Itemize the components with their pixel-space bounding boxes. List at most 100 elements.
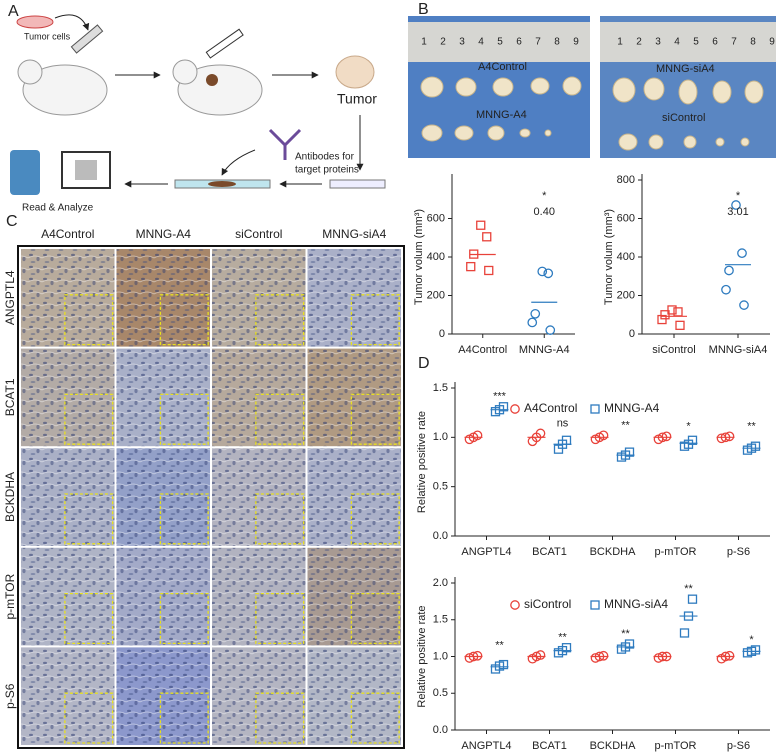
y-tick-label: 200	[427, 289, 445, 301]
annotation: *	[736, 190, 741, 202]
significance: ***	[493, 391, 507, 403]
ihc-texture	[21, 348, 115, 447]
data-point	[590, 404, 600, 414]
row-label: BCAT1	[3, 378, 17, 416]
data-point	[667, 305, 677, 315]
y-tick-label: 1.0	[433, 650, 448, 662]
data-point	[484, 265, 494, 276]
y-tick-label: 600	[427, 212, 445, 224]
x-tick-label: MNNG-A4	[519, 344, 570, 356]
ihc-texture	[116, 547, 210, 646]
data-point	[598, 430, 609, 441]
dish	[16, 15, 54, 29]
ruler-number: 1	[617, 37, 623, 48]
ihc-texture	[212, 348, 306, 447]
data-point	[472, 650, 483, 661]
row-label: BCKDHA	[3, 472, 17, 522]
x-tick-label: A4Control	[458, 344, 507, 356]
mouse	[172, 59, 198, 85]
schematic-label: target proteins	[295, 165, 359, 176]
ihc-texture	[212, 249, 306, 347]
y-tick-label: 0	[439, 328, 445, 340]
inset-box	[64, 294, 114, 346]
ihc-texture	[21, 647, 115, 745]
ruler-number: 3	[459, 37, 465, 48]
y-axis-label: Relative positive rate	[416, 605, 428, 707]
significance: **	[684, 583, 693, 595]
x-tick-label: p-S6	[727, 740, 750, 752]
ruler-number: 3	[655, 37, 661, 48]
y-tick-label: 1.5	[433, 614, 448, 626]
data-point	[466, 261, 476, 272]
screen	[75, 160, 97, 180]
section	[208, 181, 236, 187]
inset-box	[255, 294, 305, 346]
legend-label: A4Control	[524, 401, 577, 415]
x-tick-label: BCAT1	[532, 740, 567, 752]
data-point	[527, 317, 538, 328]
tumor-photos: A4Control MNNG-A4 MNNG-siA4 siControl	[408, 16, 776, 158]
x-tick-label: ANGPTL4	[461, 546, 511, 558]
y-tick-label: 400	[617, 251, 635, 263]
tumor-image	[335, 55, 375, 89]
ruler-number: 1	[421, 37, 427, 48]
ihc-texture	[307, 547, 401, 646]
mouse	[22, 64, 108, 116]
ruler-number: 8	[750, 37, 756, 48]
ruler-number: 9	[769, 37, 775, 48]
photo-label: MNNG-A4	[476, 109, 527, 121]
ihc-texture	[116, 448, 210, 546]
schematic-label: Antibodes for	[295, 152, 355, 163]
ruler-number: 5	[693, 37, 699, 48]
data-point	[737, 248, 747, 258]
data-point	[673, 307, 683, 317]
ihc-texture	[116, 249, 210, 347]
y-tick-label: 0.0	[433, 530, 448, 542]
inset-box	[159, 592, 209, 645]
ruler-number: 2	[636, 37, 642, 48]
data-point	[739, 300, 749, 310]
mouse	[177, 64, 263, 116]
inset-box	[255, 592, 305, 645]
ruler	[600, 22, 776, 62]
photo-label: MNNG-siA4	[656, 63, 715, 75]
data-point	[498, 659, 509, 670]
ihc-texture	[21, 547, 115, 646]
significance: ns	[557, 417, 569, 429]
legend-label: siControl	[524, 597, 571, 611]
panel-label: A	[8, 3, 19, 20]
ihc-texture	[116, 647, 210, 745]
data-point	[482, 232, 492, 242]
syringe	[70, 24, 104, 54]
inset-box	[159, 294, 209, 346]
significance: **	[558, 632, 567, 644]
inset-box	[350, 393, 400, 445]
x-tick-label: MNNG-siA4	[709, 344, 768, 356]
inset-box	[64, 692, 114, 744]
inset-box	[350, 493, 400, 545]
column-label: MNNG-A4	[136, 227, 192, 241]
ihc-texture	[307, 647, 401, 745]
y-tick-label: 200	[617, 289, 635, 301]
ihc-texture	[21, 249, 115, 347]
x-tick-label: BCKDHA	[590, 740, 637, 752]
y-axis-label: Relative positive rate	[416, 411, 428, 513]
ihc-frame	[17, 245, 405, 749]
ruler-number: 6	[516, 37, 522, 48]
annotation: *	[542, 190, 547, 202]
inset-box	[64, 393, 114, 445]
data-point	[543, 268, 554, 279]
inset-box	[255, 393, 305, 445]
y-tick-label: 400	[427, 251, 445, 263]
row-label: p-mTOR	[3, 573, 17, 619]
ruler-number: 9	[573, 37, 579, 48]
y-tick-label: 1.0	[433, 431, 448, 443]
data-point	[590, 600, 600, 610]
y-tick-label: 0.5	[433, 687, 448, 699]
data-point	[675, 320, 685, 330]
data-point	[657, 314, 667, 325]
ihc-texture	[307, 249, 401, 347]
data-point	[537, 266, 548, 277]
slide	[329, 179, 386, 189]
